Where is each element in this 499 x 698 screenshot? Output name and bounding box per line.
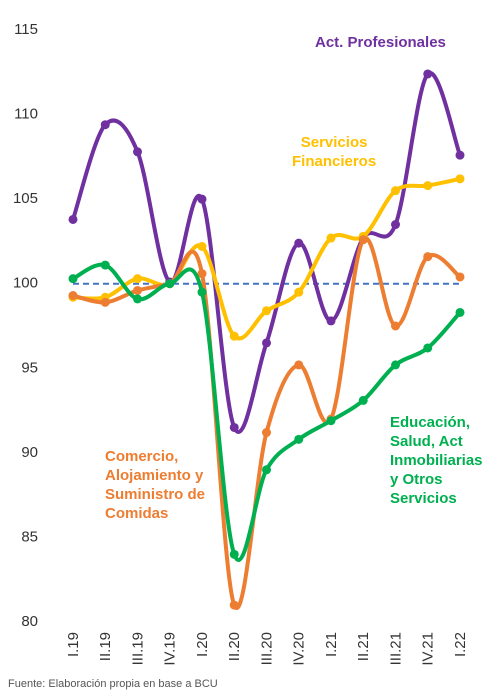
x-tick-label: II.19 xyxy=(97,632,114,661)
data-point xyxy=(133,285,142,295)
data-point xyxy=(455,272,465,282)
data-point xyxy=(100,120,110,130)
data-point xyxy=(229,600,239,610)
data-point xyxy=(133,294,142,304)
x-tick-label: I.21 xyxy=(323,632,340,657)
series-line xyxy=(72,262,462,562)
data-point xyxy=(100,260,110,270)
data-point xyxy=(423,181,433,191)
data-point xyxy=(100,297,110,307)
data-point xyxy=(68,214,78,224)
x-tick-label: IV.20 xyxy=(291,632,308,666)
data-point xyxy=(455,174,465,184)
y-tick-label: 90 xyxy=(21,444,38,461)
data-point xyxy=(423,69,433,79)
y-tick-label: 115 xyxy=(14,21,38,38)
data-point xyxy=(358,235,368,245)
data-point xyxy=(391,321,400,331)
x-tick-label: III.21 xyxy=(387,632,404,665)
y-tick-label: 80 xyxy=(21,613,38,630)
x-tick-label: II.21 xyxy=(355,632,372,661)
x-tick-label: I.20 xyxy=(194,632,211,657)
x-tick-label: III.20 xyxy=(258,632,275,665)
data-point xyxy=(262,465,271,475)
data-point xyxy=(294,287,304,297)
data-point xyxy=(326,416,336,426)
data-point xyxy=(423,252,433,262)
series-line xyxy=(71,70,462,434)
data-point xyxy=(294,360,304,370)
data-point xyxy=(229,549,239,559)
x-tick-label: IV.21 xyxy=(420,632,437,666)
y-tick-label: 105 xyxy=(13,190,38,207)
y-tick-label: 100 xyxy=(13,275,38,292)
y-tick-label: 85 xyxy=(21,528,38,545)
data-point xyxy=(229,331,239,341)
series-line xyxy=(72,236,462,610)
data-point xyxy=(165,279,175,289)
x-tick-label: I.22 xyxy=(452,632,469,657)
series-label: Servicios Financieros xyxy=(292,134,377,170)
data-point xyxy=(294,238,304,248)
data-point xyxy=(197,194,207,204)
data-point xyxy=(133,274,142,284)
data-point xyxy=(262,338,271,348)
x-tick-label: I.19 xyxy=(65,632,82,657)
data-point xyxy=(197,287,207,297)
data-point xyxy=(391,186,400,196)
series-label: Comercio, Alojamiento y Suministro de Co… xyxy=(105,448,206,522)
data-point xyxy=(262,428,271,438)
source: Fuente: Elaboración propia en base a BCU xyxy=(8,678,218,690)
data-point xyxy=(133,147,142,157)
data-point xyxy=(294,434,304,444)
data-point xyxy=(391,220,400,230)
x-tick-label: III.19 xyxy=(129,632,146,665)
data-point xyxy=(358,395,368,405)
data-point xyxy=(326,316,336,326)
data-point xyxy=(455,307,465,317)
data-point xyxy=(229,422,239,432)
data-point xyxy=(68,291,78,301)
data-point xyxy=(68,274,78,284)
data-point xyxy=(326,233,336,243)
data-point xyxy=(197,269,207,279)
y-tick-label: 110 xyxy=(14,106,38,123)
series-label: Educación, Salud, Act Inmobiliarias y Ot… xyxy=(390,414,483,507)
x-tick-label: IV.19 xyxy=(162,632,179,666)
data-point xyxy=(455,150,465,160)
data-point xyxy=(423,343,433,353)
data-point xyxy=(391,360,400,370)
y-tick-label: 95 xyxy=(21,359,38,376)
series-label: Act. Profesionales xyxy=(315,34,446,51)
data-point xyxy=(262,306,271,316)
data-point xyxy=(197,242,207,252)
x-tick-label: II.20 xyxy=(226,632,243,661)
